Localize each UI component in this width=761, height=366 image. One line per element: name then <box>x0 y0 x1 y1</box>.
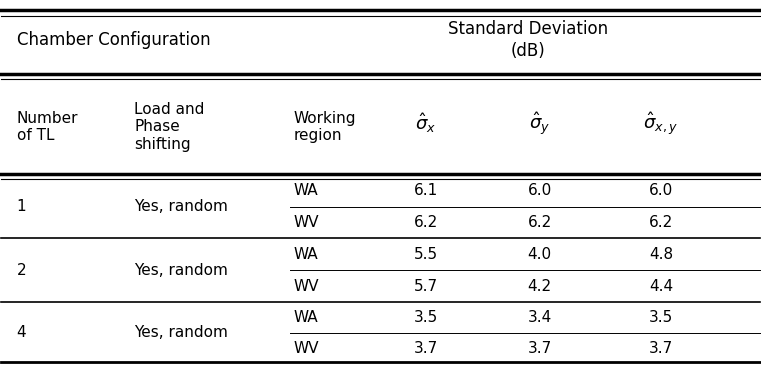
Text: 3.5: 3.5 <box>649 310 673 325</box>
Text: WA: WA <box>293 310 318 325</box>
Text: Number
of TL: Number of TL <box>17 111 78 143</box>
Text: 6.0: 6.0 <box>527 183 552 198</box>
Text: Standard Deviation
(dB): Standard Deviation (dB) <box>448 20 608 60</box>
Text: $\hat{\sigma}_{x,y}$: $\hat{\sigma}_{x,y}$ <box>644 109 679 137</box>
Text: 4: 4 <box>17 325 26 340</box>
Text: 3.7: 3.7 <box>527 341 552 356</box>
Text: 6.2: 6.2 <box>527 216 552 231</box>
Text: 5.7: 5.7 <box>414 279 438 294</box>
Text: WV: WV <box>293 216 319 231</box>
Text: 3.7: 3.7 <box>414 341 438 356</box>
Text: Chamber Configuration: Chamber Configuration <box>17 31 210 49</box>
Text: 2: 2 <box>17 263 26 278</box>
Text: 1: 1 <box>17 199 26 214</box>
Text: Yes, random: Yes, random <box>134 325 228 340</box>
Text: 3.5: 3.5 <box>414 310 438 325</box>
Text: 3.7: 3.7 <box>649 341 673 356</box>
Text: WV: WV <box>293 279 319 294</box>
Text: WA: WA <box>293 183 318 198</box>
Text: 6.1: 6.1 <box>414 183 438 198</box>
Text: 3.4: 3.4 <box>527 310 552 325</box>
Text: Load and
Phase
shifting: Load and Phase shifting <box>134 102 205 152</box>
Text: $\hat{\sigma}_x$: $\hat{\sigma}_x$ <box>416 111 437 135</box>
Text: 6.2: 6.2 <box>414 216 438 231</box>
Text: WA: WA <box>293 247 318 262</box>
Text: 5.5: 5.5 <box>414 247 438 262</box>
Text: WV: WV <box>293 341 319 356</box>
Text: Working
region: Working region <box>293 111 356 143</box>
Text: 4.0: 4.0 <box>527 247 552 262</box>
Text: Yes, random: Yes, random <box>134 263 228 278</box>
Text: 4.8: 4.8 <box>649 247 673 262</box>
Text: Yes, random: Yes, random <box>134 199 228 214</box>
Text: $\hat{\sigma}_y$: $\hat{\sigma}_y$ <box>529 109 550 137</box>
Text: 6.0: 6.0 <box>649 183 673 198</box>
Text: 4.2: 4.2 <box>527 279 552 294</box>
Text: 6.2: 6.2 <box>649 216 673 231</box>
Text: 4.4: 4.4 <box>649 279 673 294</box>
